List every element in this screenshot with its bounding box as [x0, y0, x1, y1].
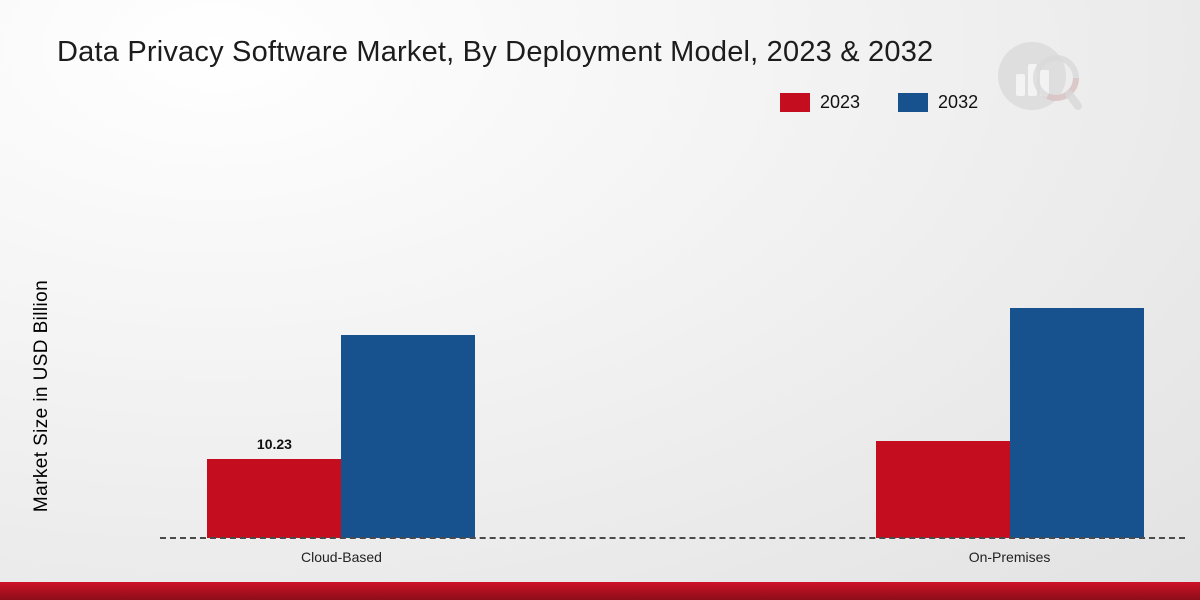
bar-cloud-based-2023 [207, 458, 342, 538]
legend-item-2032: 2032 [898, 92, 978, 113]
legend: 2023 2032 [780, 92, 978, 113]
legend-item-2023: 2023 [780, 92, 860, 113]
bar-on-premises-2023 [875, 441, 1010, 538]
legend-label-2023: 2023 [820, 92, 861, 112]
y-axis-label: Market Size in USD Billion [31, 279, 52, 513]
logo-graphic [998, 42, 1082, 110]
brand-watermark-logo [992, 28, 1088, 124]
bottom-accent-bar [0, 582, 1200, 600]
legend-swatch-2032 [898, 93, 929, 112]
x-axis-baseline [160, 537, 1185, 539]
bar-on-premises-2032 [1009, 308, 1144, 538]
plot-area: Cloud-Based On-Premises 10.23 [165, 150, 1185, 565]
legend-swatch-2023 [780, 93, 810, 112]
chart-title: Data Privacy Software Market, By Deploym… [57, 36, 934, 68]
bar-cloud-based-2032 [341, 335, 476, 538]
x-tick-label-on-premises: On-Premises [968, 549, 1051, 565]
x-tick-label-cloud-based: Cloud-Based [300, 549, 382, 565]
bar-value-label: 10.23 [256, 435, 292, 452]
legend-label-2032: 2032 [938, 92, 979, 112]
